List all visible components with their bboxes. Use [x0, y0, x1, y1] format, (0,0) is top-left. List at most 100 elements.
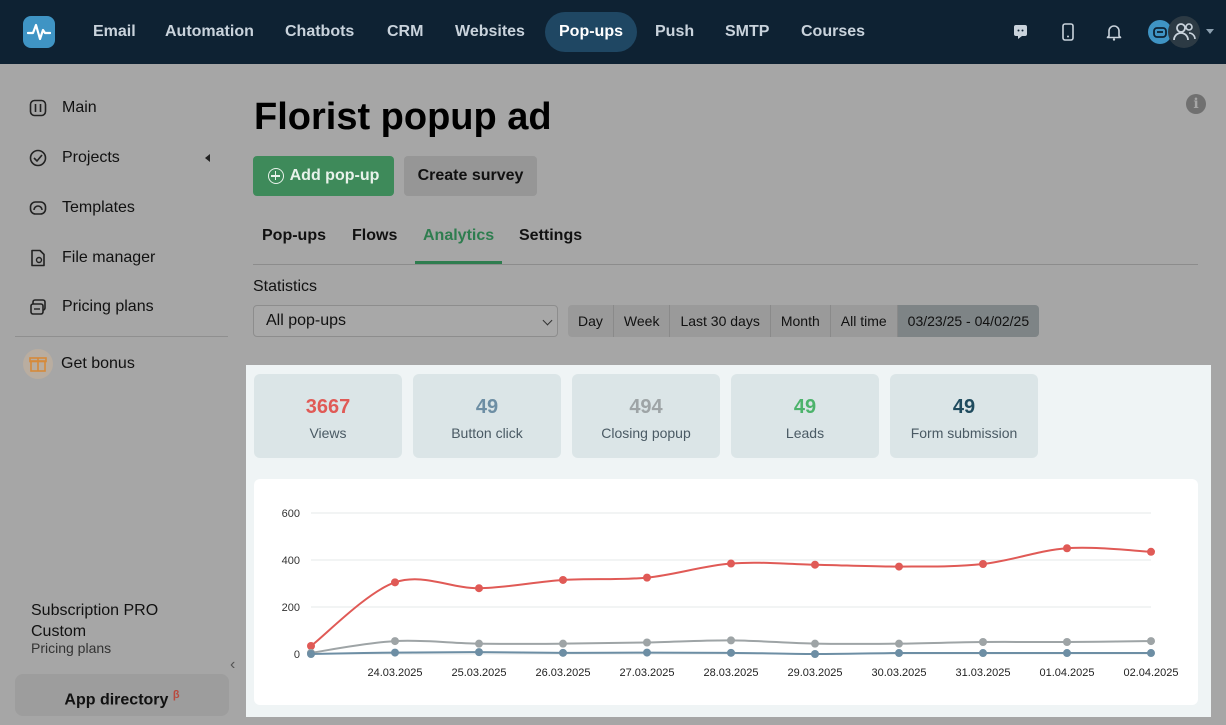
data-point: [1147, 547, 1155, 556]
nav-smtp[interactable]: SMTP: [725, 23, 770, 40]
data-point: [979, 638, 987, 647]
tab-popups[interactable]: Pop-ups: [262, 227, 326, 244]
nav-email[interactable]: Email: [93, 23, 136, 40]
data-point: [895, 562, 903, 571]
collapse-sidebar-icon[interactable]: ‹: [230, 656, 236, 673]
stat-value: 49: [475, 396, 499, 418]
sidebar-item-label: Templates: [62, 199, 135, 216]
line-chart: 0 200 400 600 24.03.2025 25.03.2025 26.03.2025…: [282, 508, 1179, 679]
sidebar: Main Projects Templates File manager Pri…: [0, 64, 246, 725]
x-tick-label: 30.03.2025: [871, 667, 926, 679]
templates-icon: [28, 198, 48, 218]
nav-websites[interactable]: Websites: [455, 23, 525, 40]
stat-value: 494: [629, 396, 663, 418]
data-point: [559, 575, 567, 584]
x-tick-label: 25.03.2025: [451, 667, 506, 679]
create-survey-button[interactable]: Create survey: [404, 156, 537, 196]
nav-popups[interactable]: Pop-ups: [545, 12, 637, 52]
bell-icon[interactable]: [1104, 22, 1124, 42]
add-popup-button[interactable]: Add pop-up: [253, 156, 394, 196]
data-point: [727, 648, 735, 657]
mobile-icon[interactable]: [1058, 22, 1078, 42]
x-tick-label: 01.04.2025: [1039, 667, 1094, 679]
stat-card-leads: 49 Leads: [731, 374, 879, 458]
data-point: [643, 638, 651, 647]
tab-flows[interactable]: Flows: [352, 227, 398, 244]
beta-badge: β: [172, 689, 180, 701]
sidebar-item-pricing-plans[interactable]: Pricing plans: [28, 295, 154, 319]
logo-icon[interactable]: [23, 16, 55, 48]
stat-label: Closing popup: [601, 425, 691, 441]
top-navigation: Email Automation Chatbots CRM Websites P…: [0, 0, 1226, 64]
y-tick-label: 400: [282, 555, 300, 567]
data-point: [475, 648, 483, 657]
subscription-pricing-link[interactable]: Pricing plans: [31, 640, 112, 656]
range-day-button[interactable]: Day: [568, 305, 614, 337]
stat-card-views: 3667 Views: [254, 374, 402, 458]
add-popup-label: Add pop-up: [289, 167, 380, 184]
x-tick-label: 31.03.2025: [955, 667, 1010, 679]
data-point: [895, 639, 903, 648]
data-point: [895, 649, 903, 658]
x-tick-label: 26.03.2025: [535, 667, 590, 679]
info-icon[interactable]: i: [1186, 94, 1206, 114]
stat-label: Views: [309, 425, 347, 441]
plus-circle-icon: [267, 168, 284, 184]
data-point: [307, 650, 315, 658]
chat-icon[interactable]: [1011, 22, 1031, 42]
sidebar-item-file-manager[interactable]: File manager: [28, 246, 155, 270]
data-point: [307, 642, 315, 651]
x-tick-label: 28.03.2025: [703, 667, 758, 679]
sidebar-item-main[interactable]: Main: [28, 96, 97, 120]
tab-analytics[interactable]: Analytics: [415, 224, 503, 264]
dashboard-icon: [28, 98, 48, 118]
nav-automation[interactable]: Automation: [165, 23, 254, 40]
sidebar-item-label: Pricing plans: [62, 298, 154, 315]
tabs-divider: [253, 264, 1198, 265]
y-tick-label: 200: [282, 602, 300, 614]
range-custom-dates-button[interactable]: 03/23/25 - 04/02/25: [897, 305, 1040, 337]
sidebar-item-label: Main: [62, 99, 97, 116]
analytics-panel: 3667 Views 49 Button click 494 Closing p…: [246, 365, 1211, 717]
sidebar-item-get-bonus[interactable]: Get bonus: [23, 349, 135, 379]
stat-value: 49: [793, 396, 817, 418]
data-point: [475, 584, 483, 593]
statistics-label: Statistics: [253, 278, 318, 295]
sidebar-item-templates[interactable]: Templates: [28, 196, 135, 220]
popup-select-value: All pop-ups: [266, 312, 347, 329]
range-month-button[interactable]: Month: [770, 305, 831, 337]
gift-icon: [23, 349, 53, 379]
data-point: [979, 559, 987, 568]
data-point: [1063, 638, 1071, 647]
range-last-30-days-button[interactable]: Last 30 days: [670, 305, 771, 337]
data-point: [1147, 637, 1155, 646]
range-all-time-button[interactable]: All time: [830, 305, 898, 337]
nav-crm[interactable]: CRM: [387, 23, 424, 40]
tab-settings[interactable]: Settings: [519, 227, 583, 244]
data-point: [811, 639, 819, 648]
page-title: Florist popup ad: [254, 96, 552, 138]
nav-chatbots[interactable]: Chatbots: [285, 23, 355, 40]
range-week-button[interactable]: Week: [613, 305, 671, 337]
stat-label: Leads: [785, 425, 825, 441]
analytics-chart: 0 200 400 600 24.03.2025 25.03.2025 26.03.2025…: [254, 479, 1198, 705]
stat-value: 49: [952, 396, 976, 418]
stat-card-button-click: 49 Button click: [413, 374, 561, 458]
sidebar-divider: [15, 336, 228, 337]
x-tick-label: 27.03.2025: [619, 667, 674, 679]
x-tick-label: 29.03.2025: [787, 667, 842, 679]
stat-label: Button click: [451, 425, 523, 441]
data-point: [1063, 544, 1071, 553]
sidebar-item-projects[interactable]: Projects: [28, 146, 120, 170]
projects-expand-icon[interactable]: [205, 154, 210, 162]
data-point: [811, 560, 819, 569]
chevron-down-icon: [542, 315, 553, 326]
user-avatar-icon[interactable]: [1168, 16, 1200, 48]
account-chevron-down-icon[interactable]: [1206, 29, 1214, 34]
sidebar-item-label: Get bonus: [61, 355, 135, 372]
data-point: [811, 650, 819, 658]
nav-push[interactable]: Push: [655, 23, 695, 40]
app-directory-button[interactable]: App directory β: [15, 674, 229, 716]
nav-courses[interactable]: Courses: [801, 23, 866, 40]
popup-select[interactable]: All pop-ups: [253, 305, 558, 337]
